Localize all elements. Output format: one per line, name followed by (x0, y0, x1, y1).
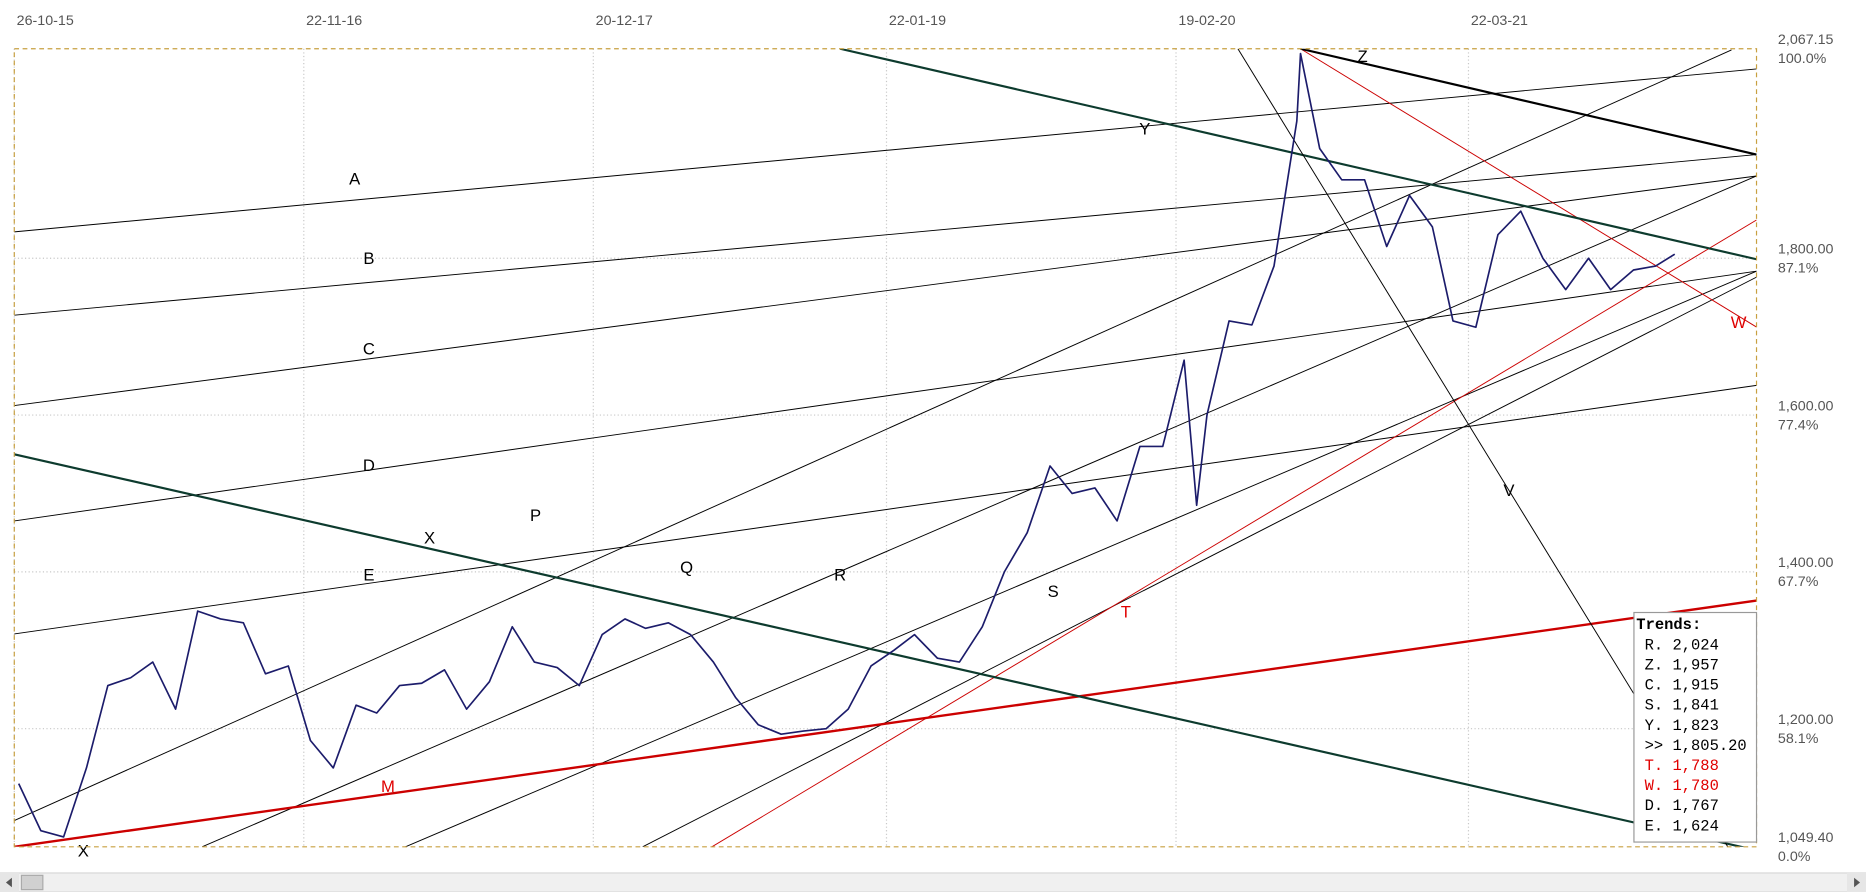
trends-row: W. 1,780 (1645, 777, 1719, 795)
trendline-label: E (363, 565, 374, 584)
trends-row: R. 2,024 (1645, 636, 1719, 654)
trendline-label: B (363, 249, 374, 268)
price-layer (17, 52, 1676, 838)
y-tick-label: 1,400.00 (1778, 555, 1834, 571)
trendline (405, 270, 1757, 847)
trends-row: D. 1,767 (1645, 797, 1719, 815)
scroll-thumb[interactable] (20, 874, 44, 891)
y-tick-label: 1,600.00 (1778, 398, 1834, 414)
x-tick-label: 20-12-17 (596, 13, 653, 29)
trendline (839, 48, 1757, 261)
y-tick-label: 1,800.00 (1778, 241, 1834, 257)
scroll-track[interactable] (0, 872, 1866, 892)
x-tick-label: 22-11-16 (306, 13, 362, 29)
trendline (14, 154, 1757, 316)
scroll-left-arrow[interactable] (5, 877, 12, 888)
trendline-label: W (1731, 313, 1747, 332)
trendline (14, 599, 1757, 847)
x-tick-label: 22-03-21 (1471, 13, 1528, 29)
trendlines (14, 48, 1757, 847)
y-tick-percent: 87.1% (1778, 261, 1819, 277)
y-tick-label: 2,067.15 (1778, 32, 1834, 48)
trends-row: Y. 1,823 (1645, 717, 1719, 735)
y-tick-percent: 58.1% (1778, 731, 1819, 747)
trends-row: >> 1,805.20 (1645, 737, 1747, 755)
x-tick-label: 26-10-15 (17, 13, 74, 29)
trendline (14, 68, 1757, 233)
trends-box-frame (1633, 611, 1758, 843)
trendline-label: V (1503, 481, 1515, 500)
y-tick-percent: 77.4% (1778, 417, 1819, 433)
trendline (711, 219, 1757, 847)
trends-box: Trends: R. 2,024 Z. 1,957 C. 1,915 S. 1,841… (1633, 611, 1758, 843)
trendline (642, 276, 1757, 847)
trends-row: E. 1,624 (1645, 817, 1719, 835)
scrollbar[interactable] (0, 872, 1866, 892)
trendline (14, 453, 1746, 847)
grid (13, 48, 1757, 847)
y-tick-percent: 67.7% (1778, 574, 1819, 590)
trendline (14, 270, 1757, 522)
trendline (14, 175, 1757, 407)
trendline-label: Q (680, 558, 693, 577)
labels: 26-10-15 22-11-16 20-12-17 22-01-19 19-02-20… (17, 13, 1834, 865)
trendline-label: R (834, 565, 846, 584)
y-tick-percent: 100.0% (1778, 51, 1827, 67)
trends-row: C. 1,915 (1645, 677, 1719, 695)
y-tick-label: 1,200.00 (1778, 712, 1834, 728)
trendline-label: Y (1139, 119, 1150, 138)
y-tick-percent: 0.0% (1778, 849, 1811, 865)
trendline (14, 384, 1757, 635)
trendline-label: P (530, 506, 541, 525)
trendline-label: X (78, 841, 89, 860)
trendline (1300, 48, 1757, 328)
trendline (14, 49, 1732, 822)
trends-title: Trends: (1636, 616, 1701, 634)
trendline-label: Z (1358, 47, 1368, 66)
trends-row: Z. 1,957 (1645, 656, 1719, 674)
scroll-right-arrow[interactable] (1854, 877, 1861, 888)
price-line (17, 52, 1676, 838)
x-tick-label: 19-02-20 (1178, 13, 1235, 29)
trendline-label: A (349, 169, 361, 188)
trendline-label: X (424, 529, 435, 548)
trendline-label: C (363, 339, 375, 358)
trendline-label: T (1121, 602, 1131, 621)
y-tick-label: 1,049.40 (1778, 830, 1834, 846)
trendline (201, 175, 1757, 847)
trendline-label: S (1048, 582, 1059, 601)
plot-frame (13, 48, 1758, 848)
trendline-label: M (381, 777, 395, 796)
trends-row: S. 1,841 (1645, 697, 1719, 715)
trends-row: T. 1,788 (1645, 757, 1719, 775)
trendline (1300, 48, 1757, 156)
x-tick-label: 22-01-19 (889, 13, 946, 29)
trendline-label: D (363, 456, 375, 475)
